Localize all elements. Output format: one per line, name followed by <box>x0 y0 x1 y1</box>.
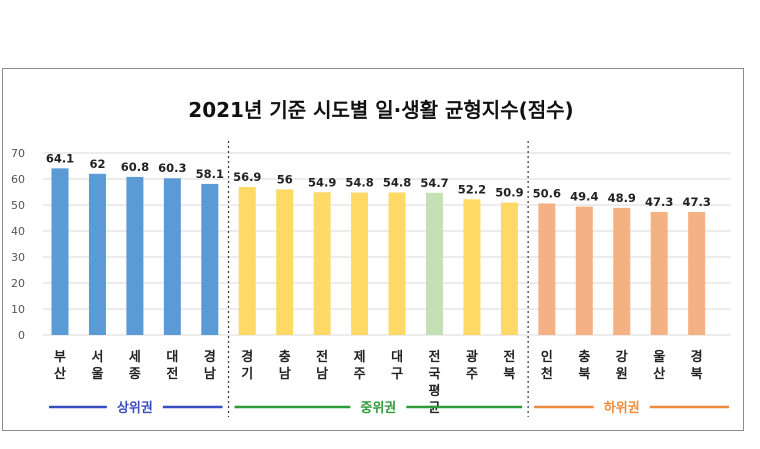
group-label: 중위권 <box>360 401 396 416</box>
category-label: 인 <box>541 349 553 365</box>
value-label: 60.3 <box>158 161 186 175</box>
category-label: 북 <box>578 367 590 382</box>
category-label: 산 <box>54 366 66 382</box>
bar <box>238 187 256 335</box>
value-label: 60.8 <box>121 160 149 174</box>
value-label: 56.9 <box>233 170 261 184</box>
value-label: 54.8 <box>383 176 411 190</box>
label-layer: 64.1부산62서울60.8세종60.3대전58.1경남56.9경기56충남54… <box>46 151 711 416</box>
value-label: 47.3 <box>645 195 673 209</box>
value-label: 50.9 <box>495 186 523 200</box>
y-tick-label: 70 <box>11 147 25 160</box>
category-label: 충 <box>279 349 291 365</box>
category-label: 서 <box>91 350 103 365</box>
category-label: 경 <box>241 349 253 365</box>
category-label: 북 <box>503 367 515 382</box>
category-label: 전 <box>503 349 515 365</box>
y-tick-label: 40 <box>11 225 25 238</box>
category-label: 북 <box>691 367 703 382</box>
category-label: 경 <box>691 349 703 365</box>
category-label: 원 <box>616 367 628 382</box>
value-label: 54.8 <box>345 176 373 190</box>
value-label: 52.2 <box>458 182 486 196</box>
y-tick-label: 10 <box>11 303 25 316</box>
value-label: 54.7 <box>420 176 448 190</box>
bar <box>126 176 144 335</box>
bar <box>351 192 369 335</box>
category-label: 대 <box>391 350 403 365</box>
y-tick-label: 30 <box>11 251 25 264</box>
chart-frame: 2021년 기준 시도별 일·생활 균형지수(점수) 0 10 20 30 40 50 60… <box>2 68 744 431</box>
bar <box>650 212 668 335</box>
category-label: 주 <box>354 367 366 382</box>
chart-svg: 2021년 기준 시도별 일·생활 균형지수(점수) 0 10 20 30 40 50 60… <box>11 98 731 417</box>
bar <box>688 212 706 335</box>
category-label: 균 <box>429 401 441 416</box>
bar <box>88 173 106 335</box>
y-tick-label: 20 <box>11 277 25 290</box>
y-tick-label: 50 <box>11 199 25 212</box>
y-tick-label: 0 <box>18 329 25 342</box>
category-label: 남 <box>204 366 216 382</box>
bar <box>613 207 631 335</box>
bar <box>463 199 481 335</box>
category-label: 울 <box>91 366 103 382</box>
value-label: 48.9 <box>608 191 636 205</box>
category-label: 주 <box>466 367 478 382</box>
bar <box>313 192 331 335</box>
category-label: 부 <box>54 350 66 365</box>
category-label: 경 <box>204 349 216 365</box>
category-label: 대 <box>166 350 178 365</box>
y-tick-label: 60 <box>11 173 25 186</box>
value-label: 54.9 <box>308 175 336 189</box>
category-label: 기 <box>241 367 253 382</box>
category-label: 국 <box>429 367 441 382</box>
category-label: 전 <box>166 366 178 382</box>
category-label: 울 <box>653 349 665 365</box>
bar <box>163 178 181 335</box>
bar <box>388 192 406 335</box>
category-label: 전 <box>429 349 441 365</box>
value-label: 64.1 <box>46 151 74 165</box>
category-label: 제 <box>354 350 366 365</box>
value-label: 62 <box>89 157 105 171</box>
bar-layer <box>51 168 706 335</box>
category-label: 구 <box>391 367 403 382</box>
bar <box>500 202 518 335</box>
category-label: 남 <box>279 366 291 382</box>
chart-title: 2021년 기준 시도별 일·생활 균형지수(점수) <box>188 98 573 122</box>
group-label: 상위권 <box>117 401 153 416</box>
category-label: 천 <box>541 367 553 382</box>
category-label: 종 <box>129 367 141 382</box>
category-label: 평 <box>429 383 441 399</box>
group-label: 하위권 <box>604 400 640 416</box>
category-label: 세 <box>129 350 141 365</box>
group-layer: 상위권 중위권 하위권 <box>49 400 729 416</box>
value-label: 58.1 <box>196 167 224 181</box>
category-label: 충 <box>578 349 590 365</box>
bar <box>51 168 69 335</box>
bar <box>276 189 294 335</box>
value-label: 49.4 <box>570 190 598 204</box>
bar <box>538 203 556 335</box>
category-label: 남 <box>316 366 328 382</box>
category-label: 광 <box>466 350 478 365</box>
category-label: 산 <box>653 366 665 382</box>
value-label: 47.3 <box>682 195 710 209</box>
value-label: 50.6 <box>533 186 561 200</box>
bar <box>575 206 593 335</box>
bar <box>201 183 219 335</box>
bar <box>426 192 443 335</box>
category-label: 강 <box>616 349 628 365</box>
value-label: 56 <box>277 172 293 186</box>
category-label: 전 <box>316 349 328 365</box>
